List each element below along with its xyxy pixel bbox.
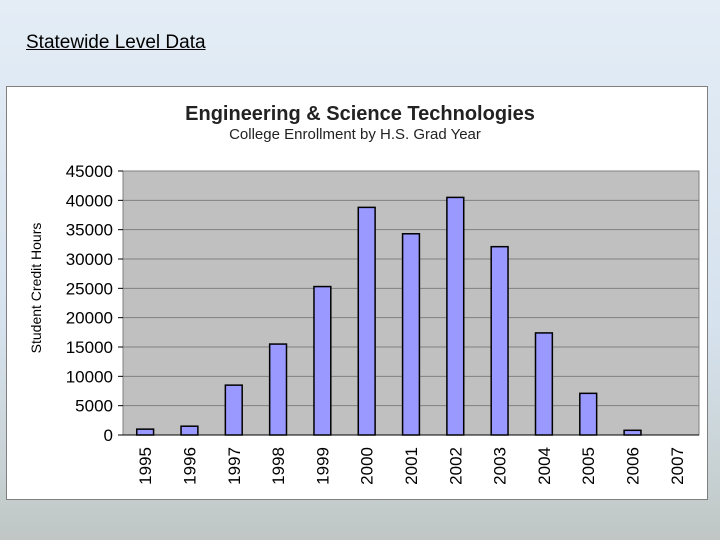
x-tick-label: 2000 xyxy=(358,447,377,485)
bar-2000 xyxy=(357,206,376,436)
x-tick-label: 1999 xyxy=(313,447,332,485)
x-tick-label: 1996 xyxy=(180,447,199,485)
bar-2001 xyxy=(401,233,421,436)
y-tick-label: 15000 xyxy=(66,338,113,357)
bar-1997 xyxy=(224,384,243,436)
y-tick-label: 40000 xyxy=(66,191,113,210)
y-tick-label: 45000 xyxy=(66,162,113,181)
slide-title: Statewide Level Data xyxy=(26,32,206,53)
y-tick-label: 5000 xyxy=(75,397,113,416)
bar-1995 xyxy=(135,428,155,436)
x-tick-label: 1995 xyxy=(136,447,155,485)
bar-2006 xyxy=(623,429,642,436)
y-tick-label: 10000 xyxy=(66,367,113,386)
x-tick-label: 2003 xyxy=(491,447,510,485)
bar-chart: Engineering & Science Technologies Colle… xyxy=(28,103,700,485)
x-tick-label: 2005 xyxy=(579,447,598,485)
bar-1998 xyxy=(268,343,288,436)
bar-2004 xyxy=(534,332,554,436)
y-axis-label: Student Credit Hours xyxy=(28,223,44,354)
x-tick-label: 1998 xyxy=(269,447,288,485)
y-tick-label: 30000 xyxy=(66,250,113,269)
y-tick-label: 35000 xyxy=(66,221,113,240)
chart-subtitle: College Enrollment by H.S. Grad Year xyxy=(229,126,481,143)
bar-2002 xyxy=(446,196,465,436)
x-tick-label: 2006 xyxy=(624,447,643,485)
bar-2003 xyxy=(490,245,509,436)
x-tick-label: 2001 xyxy=(402,447,421,485)
x-tick-label: 2002 xyxy=(446,447,465,485)
x-tick-label: 2007 xyxy=(668,447,687,485)
chart-frame: Engineering & Science Technologies Colle… xyxy=(6,86,708,500)
y-tick-label: 20000 xyxy=(66,309,113,328)
chart-title: Engineering & Science Technologies xyxy=(185,103,535,125)
bar-2005 xyxy=(579,392,598,436)
y-tick-label: 25000 xyxy=(66,279,113,298)
x-tick-label: 2004 xyxy=(535,447,554,485)
bar-1999 xyxy=(313,285,332,436)
bar-1996 xyxy=(180,425,199,436)
y-tick-label: 0 xyxy=(104,426,113,445)
x-tick-label: 1997 xyxy=(225,447,244,485)
